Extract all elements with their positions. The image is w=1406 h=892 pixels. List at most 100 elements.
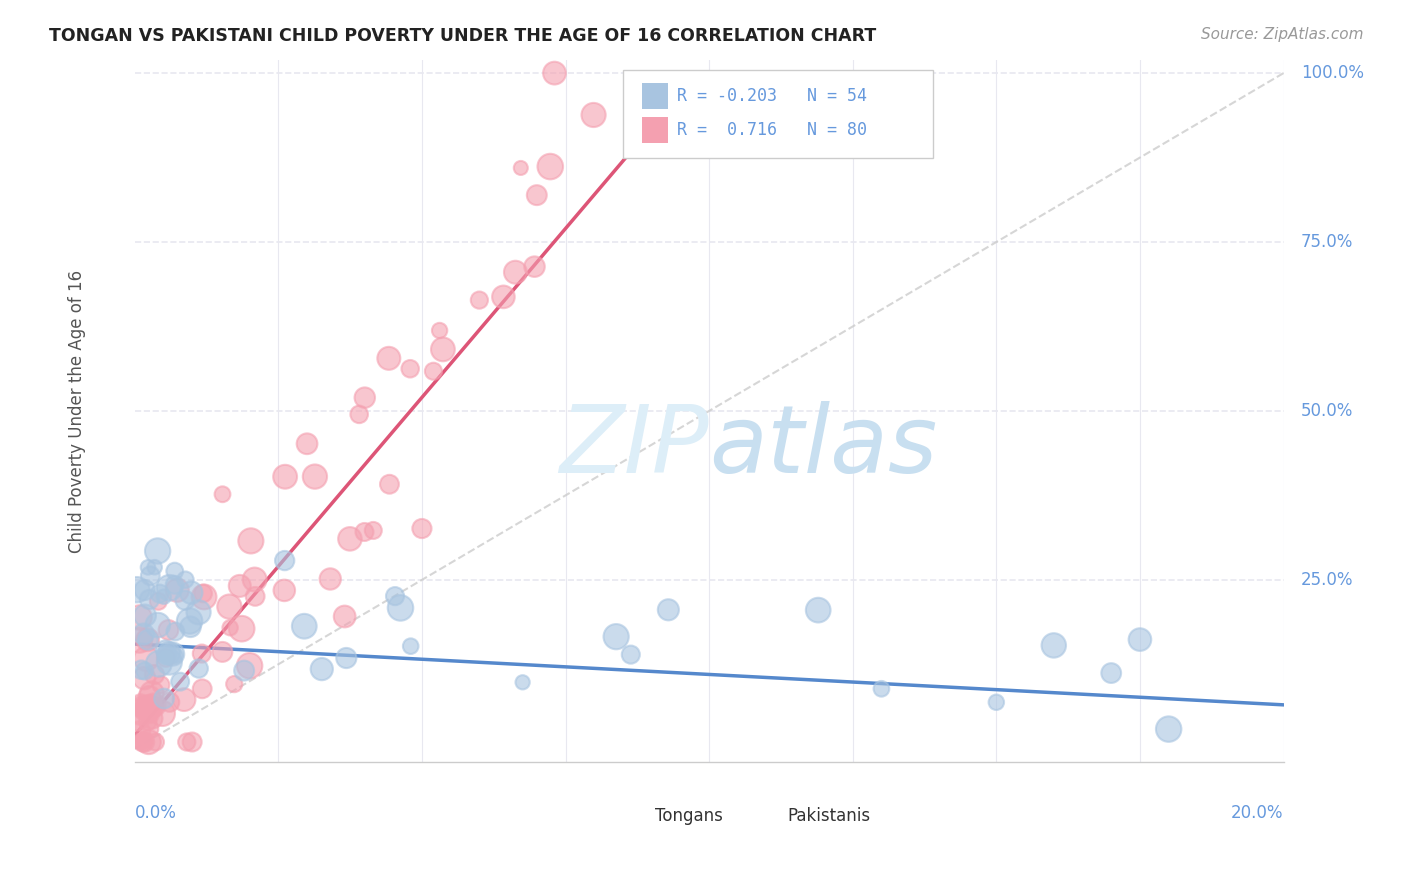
Point	[389, 601, 412, 615]
Point	[353, 391, 375, 405]
Point	[538, 160, 561, 174]
Text: Child Poverty Under the Age of 16: Child Poverty Under the Age of 16	[69, 269, 86, 552]
Point	[333, 609, 356, 624]
Point	[153, 691, 176, 706]
Point	[468, 293, 491, 307]
Point	[273, 583, 295, 598]
Point	[153, 590, 176, 604]
Point	[179, 614, 201, 628]
Point	[135, 652, 157, 666]
Point	[347, 408, 370, 422]
Point	[155, 650, 177, 665]
Point	[353, 524, 375, 539]
Point	[378, 477, 401, 491]
Point	[132, 703, 155, 717]
Point	[399, 361, 422, 376]
Point	[129, 696, 152, 710]
Point	[432, 343, 454, 357]
Point	[187, 605, 209, 619]
Point	[148, 657, 170, 671]
Point	[505, 265, 527, 279]
Point	[191, 586, 214, 600]
Text: atlas: atlas	[709, 401, 938, 491]
Point	[191, 681, 214, 696]
FancyBboxPatch shape	[623, 805, 648, 825]
Text: TONGAN VS PAKISTANI CHILD POVERTY UNDER THE AGE OF 16 CORRELATION CHART: TONGAN VS PAKISTANI CHILD POVERTY UNDER …	[49, 27, 876, 45]
Point	[295, 436, 318, 450]
Point	[181, 735, 204, 749]
Point	[143, 560, 166, 574]
Point	[134, 664, 156, 678]
Point	[512, 675, 534, 690]
Point	[231, 622, 253, 636]
Point	[142, 698, 165, 713]
Point	[143, 667, 166, 681]
Point	[138, 592, 160, 607]
Point	[149, 678, 172, 692]
Point	[523, 260, 546, 274]
Text: 75.0%: 75.0%	[1301, 233, 1353, 251]
Point	[1129, 632, 1152, 647]
Point	[129, 699, 152, 714]
Point	[169, 674, 191, 689]
Point	[179, 620, 201, 634]
Point	[1042, 639, 1064, 653]
Point	[311, 662, 333, 676]
Point	[657, 603, 679, 617]
Point	[166, 583, 188, 598]
Point	[136, 700, 159, 714]
Point	[224, 677, 246, 691]
Point	[1157, 722, 1180, 736]
Point	[138, 735, 160, 749]
Point	[146, 618, 169, 632]
Point	[429, 324, 451, 338]
Point	[174, 593, 197, 607]
Point	[165, 624, 187, 639]
Text: 20.0%: 20.0%	[1232, 805, 1284, 822]
Point	[986, 695, 1008, 709]
Point	[125, 711, 148, 725]
Point	[159, 581, 181, 595]
Point	[219, 621, 242, 635]
Point	[174, 573, 197, 587]
Point	[173, 692, 195, 706]
Point	[159, 695, 181, 709]
Point	[134, 735, 156, 749]
Point	[239, 533, 262, 548]
Point	[128, 633, 150, 648]
Point	[128, 725, 150, 739]
Point	[138, 690, 160, 704]
Text: 50.0%: 50.0%	[1301, 402, 1353, 420]
Point	[422, 364, 444, 378]
Point	[1099, 666, 1122, 681]
Point	[141, 686, 163, 700]
Point	[233, 664, 256, 678]
Point	[239, 658, 262, 673]
Point	[157, 655, 180, 669]
Point	[229, 579, 252, 593]
Point	[136, 632, 159, 647]
Point	[243, 573, 266, 587]
Point	[162, 647, 184, 661]
Point	[149, 586, 172, 600]
Point	[509, 161, 531, 175]
Point	[292, 619, 315, 633]
Point	[129, 663, 152, 677]
Text: Pakistanis: Pakistanis	[787, 806, 870, 825]
Point	[384, 589, 406, 603]
Text: R =  0.716   N = 80: R = 0.716 N = 80	[676, 121, 868, 139]
Point	[411, 522, 433, 536]
FancyBboxPatch shape	[755, 805, 780, 825]
Point	[132, 735, 155, 749]
Point	[134, 735, 156, 749]
Text: 0.0%: 0.0%	[135, 805, 177, 822]
Point	[605, 630, 627, 644]
Point	[163, 578, 186, 592]
Point	[136, 632, 159, 647]
Point	[273, 553, 295, 567]
Point	[138, 706, 160, 721]
Point	[807, 603, 830, 617]
Point	[304, 469, 326, 483]
Point	[243, 590, 266, 604]
Point	[492, 290, 515, 304]
